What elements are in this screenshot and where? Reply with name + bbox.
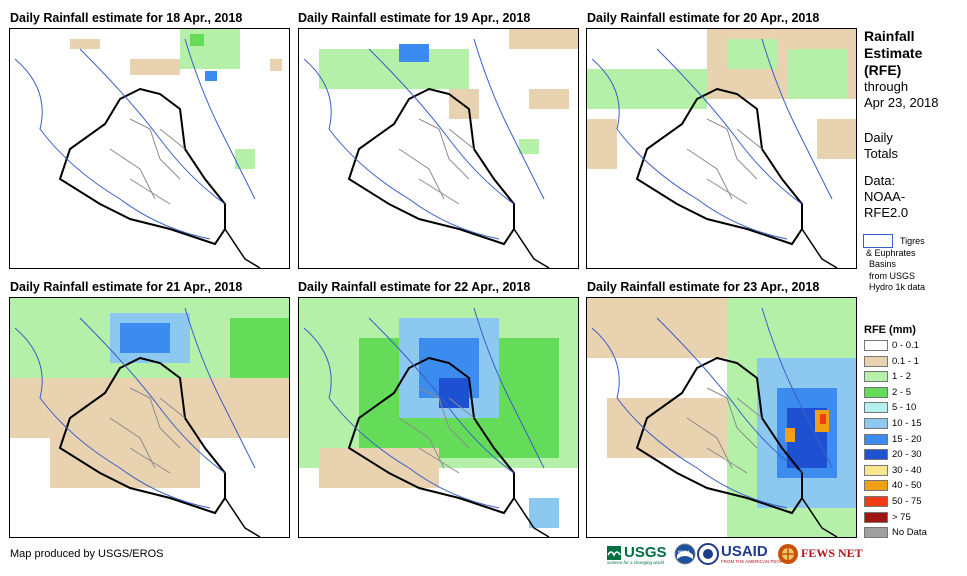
legend-swatch — [864, 527, 888, 539]
map-panel-21 — [9, 297, 290, 538]
map-panel-22 — [298, 297, 579, 538]
panel-title-18: Daily Rainfall estimate for 18 Apr., 201… — [10, 11, 243, 25]
legend-swatch — [864, 340, 888, 351]
legend-label: 1 - 2 — [892, 371, 912, 383]
usaid-tagline: FROM THE AMERICAN PEOPLE — [721, 559, 789, 564]
legend-label: 20 - 30 — [892, 449, 922, 461]
through-label: through — [864, 79, 909, 94]
usgs-tagline: science for a changing world — [607, 560, 665, 565]
sidebar-heading: Rainfall Estimate (RFE) through Apr 23, … — [864, 28, 938, 111]
rainfall-map-21 — [10, 298, 289, 537]
legend-label: 30 - 40 — [892, 464, 922, 476]
usaid-seal — [697, 543, 719, 565]
basin-legend-text: Tigres & Euphrates Basins from USGS Hydr… — [866, 236, 966, 294]
panel-title-23: Daily Rainfall estimate for 23 Apr., 201… — [587, 280, 820, 294]
sidebar-data-source: Data: NOAA- RFE2.0 — [864, 173, 908, 221]
legend-label: 40 - 50 — [892, 480, 922, 492]
usgs-logo-text: USGS — [624, 544, 667, 561]
usgs-logo: USGS science for a changing world — [607, 543, 695, 565]
legend-swatch — [864, 464, 888, 476]
basin-line-4: from USGS — [869, 270, 916, 281]
daily-label: Daily — [864, 130, 893, 145]
legend-label: 0.1 - 1 — [892, 355, 919, 367]
data-source-2: RFE2.0 — [864, 205, 909, 220]
data-label: Data: — [864, 173, 896, 188]
fews-net-mark — [778, 544, 798, 564]
map-panel-23 — [586, 297, 857, 538]
rainfall-map-23 — [587, 298, 856, 537]
rainfall-map-22 — [299, 298, 578, 537]
noaa-logo-text: NOAA — [678, 549, 690, 554]
heading-rfe: (RFE) — [864, 62, 902, 78]
fews-net-logo: FEWS NET — [777, 543, 863, 565]
map-panel-19 — [298, 28, 579, 269]
heading-estimate: Estimate — [864, 45, 923, 61]
through-date: Apr 23, 2018 — [864, 95, 939, 110]
legend-swatch — [864, 386, 888, 398]
legend-label: No Data — [892, 527, 927, 539]
basin-line-5: Hydro 1k data — [869, 282, 926, 292]
legend-label: 50 - 75 — [892, 496, 922, 507]
panel-title-20: Daily Rainfall estimate for 20 Apr., 201… — [587, 11, 820, 25]
legend-label: 2 - 5 — [892, 386, 912, 398]
legend-label: 5 - 10 — [892, 402, 917, 414]
map-panel-20 — [586, 28, 857, 269]
panel-title-22: Daily Rainfall estimate for 22 Apr., 201… — [298, 280, 531, 294]
usaid-logo-text: USAID — [721, 543, 768, 560]
legend-label: 0 - 0.1 — [892, 340, 919, 351]
legend-swatch — [864, 496, 888, 507]
noaa-logo-mark — [674, 543, 696, 565]
legend-label: 15 - 20 — [892, 433, 922, 445]
legend-swatch — [864, 355, 888, 367]
map-credit: Map produced by USGS/EROS — [10, 548, 164, 560]
totals-label: Totals — [864, 146, 898, 161]
legend-swatch — [864, 480, 888, 492]
legend-label: > 75 — [892, 511, 911, 523]
rainfall-map-20 — [587, 29, 856, 268]
basin-legend-swatch — [863, 234, 893, 248]
sidebar-daily-totals: Daily Totals — [864, 130, 898, 162]
map-panel-18 — [9, 28, 290, 269]
legend-label: 10 - 15 — [892, 418, 922, 429]
rainfall-map-18 — [14, 29, 282, 268]
data-source-1: NOAA- — [864, 189, 906, 204]
fews-net-text: FEWS NET — [801, 546, 863, 560]
panel-title-21: Daily Rainfall estimate for 21 Apr., 201… — [10, 280, 243, 294]
legend-swatch — [864, 371, 888, 383]
usgs-logo-mark — [607, 546, 621, 560]
legend-swatch — [864, 449, 888, 461]
legend-swatch — [864, 511, 888, 523]
legend-title: RFE (mm) — [864, 324, 916, 336]
legend-swatch — [864, 402, 888, 414]
usaid-logo: USAID FROM THE AMERICAN PEOPLE — [697, 543, 788, 565]
rainfall-map-19 — [303, 29, 578, 268]
basin-line-2: & Euphrates — [866, 247, 916, 258]
legend-swatch — [864, 433, 888, 445]
heading-rainfall: Rainfall — [864, 28, 915, 44]
legend-swatch — [864, 418, 888, 429]
basin-line-1: Tigres — [900, 236, 925, 246]
panel-title-19: Daily Rainfall estimate for 19 Apr., 201… — [298, 11, 531, 25]
noaa-logo: NOAA — [674, 543, 696, 565]
basin-line-3: Basins — [869, 259, 897, 269]
